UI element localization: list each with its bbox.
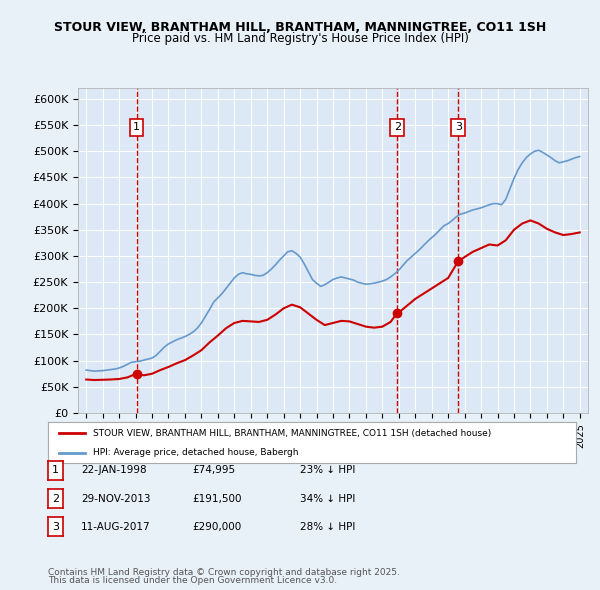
Text: £290,000: £290,000 <box>192 522 241 532</box>
Text: This data is licensed under the Open Government Licence v3.0.: This data is licensed under the Open Gov… <box>48 576 337 585</box>
Text: 3: 3 <box>52 522 59 532</box>
Text: 28% ↓ HPI: 28% ↓ HPI <box>300 522 355 532</box>
Text: 1: 1 <box>133 123 140 132</box>
Text: 34% ↓ HPI: 34% ↓ HPI <box>300 494 355 503</box>
Text: HPI: Average price, detached house, Babergh: HPI: Average price, detached house, Babe… <box>93 448 298 457</box>
Text: £74,995: £74,995 <box>192 466 235 475</box>
Text: £191,500: £191,500 <box>192 494 241 503</box>
Text: STOUR VIEW, BRANTHAM HILL, BRANTHAM, MANNINGTREE, CO11 1SH (detached house): STOUR VIEW, BRANTHAM HILL, BRANTHAM, MAN… <box>93 429 491 438</box>
Text: STOUR VIEW, BRANTHAM HILL, BRANTHAM, MANNINGTREE, CO11 1SH: STOUR VIEW, BRANTHAM HILL, BRANTHAM, MAN… <box>54 21 546 34</box>
Text: 11-AUG-2017: 11-AUG-2017 <box>81 522 151 532</box>
Text: 22-JAN-1998: 22-JAN-1998 <box>81 466 146 475</box>
Text: Price paid vs. HM Land Registry's House Price Index (HPI): Price paid vs. HM Land Registry's House … <box>131 32 469 45</box>
Text: 3: 3 <box>455 123 461 132</box>
Text: 1: 1 <box>52 466 59 475</box>
Text: 23% ↓ HPI: 23% ↓ HPI <box>300 466 355 475</box>
Text: 2: 2 <box>52 494 59 503</box>
Text: 2: 2 <box>394 123 401 132</box>
Text: Contains HM Land Registry data © Crown copyright and database right 2025.: Contains HM Land Registry data © Crown c… <box>48 568 400 577</box>
Text: 29-NOV-2013: 29-NOV-2013 <box>81 494 151 503</box>
